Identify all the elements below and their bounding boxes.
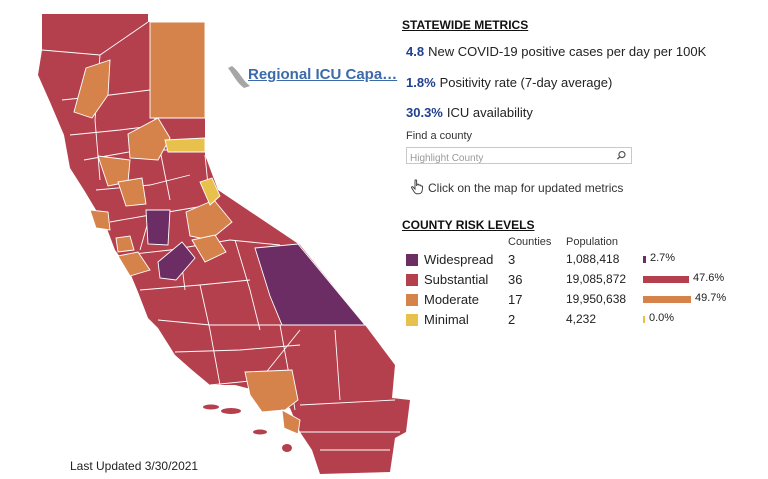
- county-moderate[interactable]: [117, 251, 151, 277]
- risk-population-bar: [643, 316, 645, 323]
- click-hint-text: Click on the map for updated metrics: [428, 181, 624, 195]
- risk-population-pct: 49.7%: [695, 292, 727, 304]
- risk-row: Moderate 17 19,950,638 49.7%: [406, 292, 756, 310]
- risk-levels-title: COUNTY RISK LEVELS: [402, 218, 535, 232]
- search-icon[interactable]: [616, 150, 627, 161]
- risk-population: 4,232: [566, 312, 597, 326]
- county-widespread[interactable]: [145, 209, 171, 246]
- risk-population: 19,085,872: [566, 272, 627, 286]
- metric-cases: 4.8 New COVID-19 positive cases per day p…: [406, 44, 706, 59]
- metric-value: 1.8%: [406, 75, 436, 90]
- risk-population-bar: [643, 296, 691, 303]
- county-island: [282, 444, 292, 452]
- county-minimal[interactable]: [199, 177, 221, 206]
- county-search-box[interactable]: [406, 147, 632, 166]
- county-moderate[interactable]: [117, 177, 147, 207]
- regional-icu-link[interactable]: Regional ICU Capa…: [248, 66, 398, 83]
- metric-positivity: 1.8% Positivity rate (7-day average): [406, 75, 612, 90]
- county-moderate[interactable]: [89, 209, 111, 231]
- county-island: [221, 408, 241, 414]
- risk-level-name: Minimal: [424, 312, 469, 327]
- county-island: [203, 404, 219, 410]
- find-county-label: Find a county: [406, 130, 473, 142]
- risk-row: Substantial 36 19,085,872 47.6%: [406, 272, 756, 290]
- county-moderate[interactable]: [73, 59, 111, 119]
- county-widespread[interactable]: [157, 241, 196, 281]
- risk-population-bar: [643, 276, 689, 283]
- click-hint: Click on the map for updated metrics: [410, 179, 623, 195]
- risk-swatch: [406, 254, 418, 266]
- county-moderate[interactable]: [191, 234, 227, 263]
- metric-label: ICU availability: [446, 105, 533, 120]
- risk-population-pct: 47.6%: [693, 272, 725, 284]
- risk-population-pct: 0.0%: [649, 312, 675, 324]
- risk-level-name: Substantial: [424, 272, 489, 287]
- risk-county-count: 36: [508, 272, 523, 287]
- risk-swatch: [406, 274, 418, 286]
- county-widespread[interactable]: [254, 243, 366, 326]
- risk-swatch: [406, 314, 418, 326]
- metric-value: 30.3%: [406, 105, 443, 120]
- risk-population-bar: [643, 256, 646, 263]
- curved-arrow-icon: [228, 66, 250, 88]
- county-moderate[interactable]: [149, 21, 206, 119]
- risk-row: Widespread 3 1,088,418 2.7%: [406, 252, 756, 270]
- metric-icu: 30.3% ICU availability: [406, 105, 533, 120]
- risk-population: 19,950,638: [566, 292, 627, 306]
- risk-row: Minimal 2 4,232 0.0%: [406, 312, 756, 330]
- hand-pointer-icon: [411, 179, 424, 195]
- risk-level-name: Widespread: [424, 252, 494, 267]
- county-moderate[interactable]: [127, 117, 171, 161]
- metric-label: Positivity rate (7-day average): [439, 75, 613, 90]
- risk-county-count: 2: [508, 312, 516, 327]
- county-moderate[interactable]: [115, 235, 135, 253]
- county-minimal[interactable]: [164, 137, 206, 153]
- risk-county-count: 3: [508, 252, 516, 267]
- col-counties: Counties: [508, 236, 552, 248]
- county-moderate[interactable]: [281, 409, 301, 435]
- county-moderate[interactable]: [244, 369, 299, 413]
- risk-level-name: Moderate: [424, 292, 479, 307]
- county-island: [253, 429, 267, 435]
- metric-value: 4.8: [406, 44, 425, 59]
- county-search-input[interactable]: [407, 151, 610, 166]
- risk-population-pct: 2.7%: [650, 252, 676, 264]
- risk-county-count: 17: [508, 292, 523, 307]
- metric-label: New COVID-19 positive cases per day per …: [428, 44, 707, 59]
- risk-swatch: [406, 294, 418, 306]
- last-updated: Last Updated 3/30/2021: [70, 459, 199, 473]
- metrics-panel: STATEWIDE METRICS 4.8 New COVID-19 positi…: [402, 18, 762, 327]
- col-population: Population: [566, 236, 618, 248]
- risk-population: 1,088,418: [566, 252, 620, 266]
- statewide-title: STATEWIDE METRICS: [402, 18, 529, 32]
